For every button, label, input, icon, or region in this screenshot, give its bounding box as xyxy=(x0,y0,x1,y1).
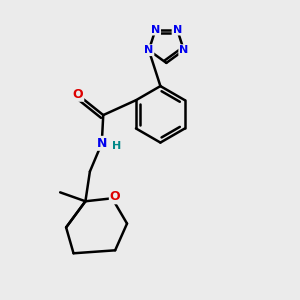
Text: N: N xyxy=(97,137,107,150)
Text: N: N xyxy=(144,45,153,55)
Text: N: N xyxy=(179,45,188,55)
Text: N: N xyxy=(151,25,160,34)
Text: N: N xyxy=(172,25,182,34)
Text: O: O xyxy=(73,88,83,101)
Text: O: O xyxy=(110,190,121,203)
Text: H: H xyxy=(112,141,121,151)
